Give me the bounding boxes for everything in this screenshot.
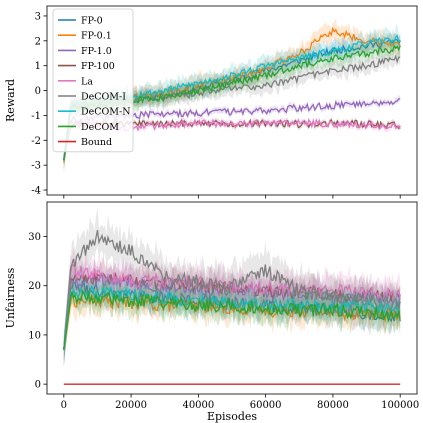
chart-panel-1: -4 -3 -2 -1 0 1 2 3 Reward FP-0 FP-0.1 FP-1.0 FP-100… xyxy=(4,5,418,199)
legend-label: DeCOM xyxy=(81,122,119,133)
legend-label: La xyxy=(81,76,93,87)
x-tick-label: 0 xyxy=(61,400,67,411)
series-line-decom xyxy=(63,289,401,350)
series-band-fp-100 xyxy=(63,256,401,367)
legend-box xyxy=(52,8,134,153)
series-band-la xyxy=(63,116,401,165)
legend: FP-0 FP-0.1 FP-1.0 FP-100 La DeCOM-I DeCOM-N De… xyxy=(52,8,134,153)
legend-label: DeCOM-N xyxy=(81,107,131,118)
y-axis-title: Unfairness xyxy=(4,267,17,328)
series-band-decom-n xyxy=(63,23,401,170)
legend-label: FP-0.1 xyxy=(81,31,112,42)
y-tick-label: 2 xyxy=(35,36,41,47)
series-line-decom-n xyxy=(63,285,401,350)
legend-label: FP-100 xyxy=(81,61,115,72)
series-band-fp-0 xyxy=(63,266,401,367)
y-tick-label: -3 xyxy=(31,161,41,172)
series-line-la xyxy=(63,263,401,350)
legend-label: FP-1.0 xyxy=(81,46,112,57)
x-tick-label: 20000 xyxy=(115,400,147,411)
legend-label: DeCOM-I xyxy=(81,92,126,103)
y-tick-label: 10 xyxy=(28,330,41,341)
series-band-decom-i xyxy=(63,208,401,369)
series-band-fp-1-0 xyxy=(63,94,401,161)
x-tick-label: 100000 xyxy=(381,400,419,411)
x-tick-label: 60000 xyxy=(250,400,282,411)
chart-panel-2: 0 10 20 30 0 20000 40000 60000 80000 100000 Unfair… xyxy=(4,201,419,423)
legend-label: FP-0 xyxy=(81,16,103,27)
x-axis-title: Episodes xyxy=(207,410,257,423)
y-tick-label: 20 xyxy=(28,281,41,292)
series-band-decom-i xyxy=(63,48,401,167)
series-line-decom-i xyxy=(63,229,401,350)
series-band-decom xyxy=(63,277,401,360)
x-tick-label: 80000 xyxy=(317,400,349,411)
y-tick-label: 0 xyxy=(35,86,41,97)
x-tick-label: 40000 xyxy=(182,400,214,411)
y-tick-label: 30 xyxy=(28,232,41,243)
y-tick-label: 1 xyxy=(35,61,41,72)
y-tick-label: -2 xyxy=(31,136,41,147)
y-tick-label: 3 xyxy=(35,11,41,22)
y-tick-label: -4 xyxy=(31,186,41,197)
y-tick-label: -1 xyxy=(31,111,41,122)
y-axis-title: Reward xyxy=(4,79,17,122)
plot-frame xyxy=(46,201,418,395)
y-tick-label: 0 xyxy=(35,380,41,391)
plot-frame xyxy=(46,5,418,196)
legend-label: Bound xyxy=(81,137,112,148)
